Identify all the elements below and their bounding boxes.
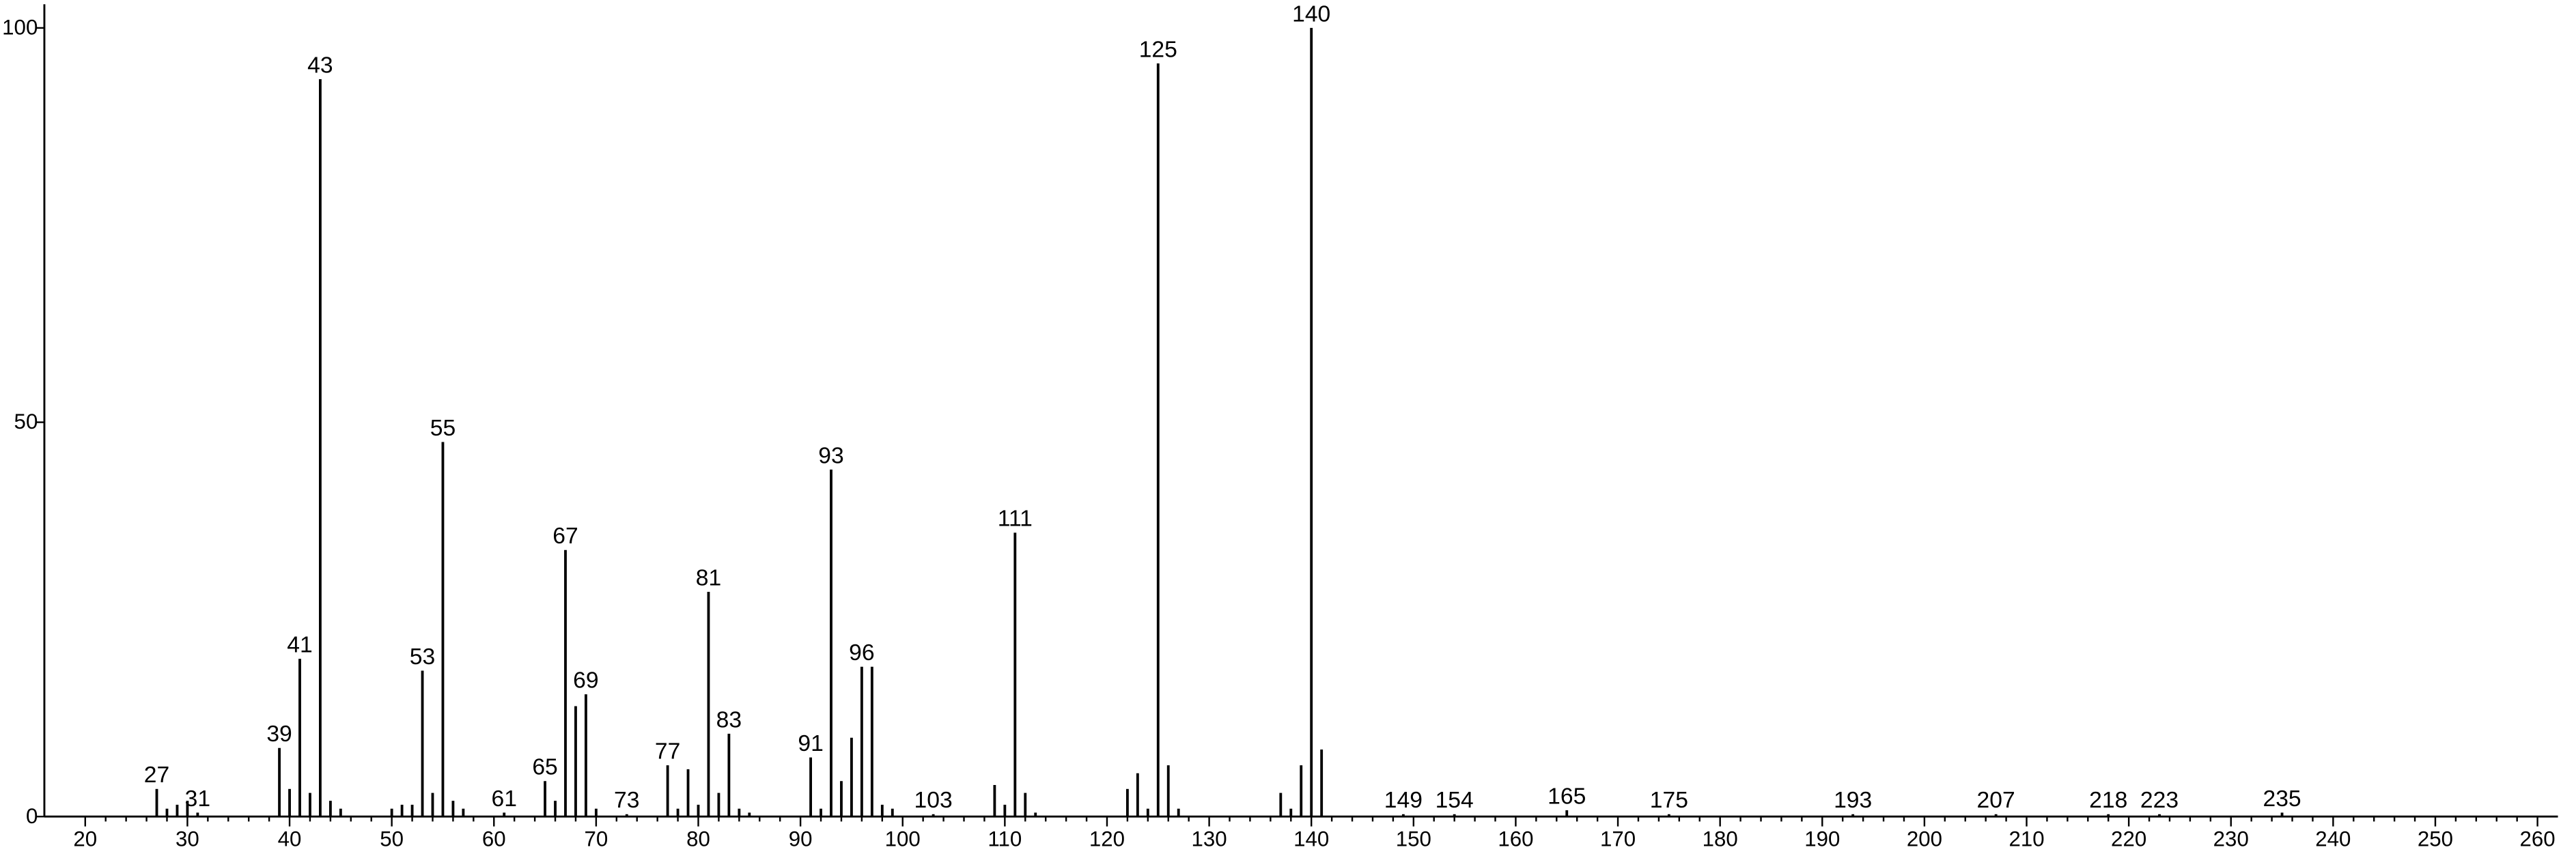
peak-label: 39 (266, 722, 292, 747)
x-tick-label: 90 (789, 827, 813, 851)
x-tick-label: 80 (686, 827, 710, 851)
peak-label: 193 (1834, 788, 1872, 813)
peak-label: 81 (696, 565, 721, 590)
peak-label: 96 (849, 640, 874, 666)
peak-label: 154 (1436, 788, 1474, 813)
x-tick-label: 170 (1600, 827, 1636, 851)
x-tick-label: 20 (73, 827, 97, 851)
peak-label: 218 (2089, 788, 2127, 813)
x-tick-label: 120 (1089, 827, 1125, 851)
peak-label: 43 (307, 53, 333, 78)
x-tick-label: 140 (1293, 827, 1329, 851)
peak-label: 65 (532, 755, 557, 780)
peak-label: 53 (410, 644, 435, 670)
y-tick-label: 50 (14, 410, 38, 433)
peak-label: 83 (716, 707, 742, 732)
peak-label: 69 (573, 668, 598, 694)
x-tick-label: 30 (176, 827, 199, 851)
peak-label: 61 (492, 786, 517, 812)
peak-label: 77 (655, 739, 680, 765)
x-tick-label: 100 (885, 827, 921, 851)
x-tick-label: 60 (482, 827, 506, 851)
x-tick-label: 130 (1192, 827, 1227, 851)
peak-label: 91 (798, 731, 823, 756)
peak-label: 223 (2140, 788, 2179, 813)
x-tick-label: 260 (2520, 827, 2556, 851)
x-tick-label: 190 (1804, 827, 1840, 851)
x-tick-label: 50 (380, 827, 404, 851)
peak-label: 27 (144, 762, 169, 788)
x-tick-label: 230 (2213, 827, 2249, 851)
peak-label: 125 (1139, 37, 1177, 62)
x-tick-label: 250 (2418, 827, 2453, 851)
x-tick-label: 220 (2111, 827, 2146, 851)
y-tick-label: 0 (26, 804, 38, 828)
peak-label: 103 (914, 788, 953, 813)
x-tick-label: 210 (2008, 827, 2044, 851)
x-tick-label: 70 (584, 827, 608, 851)
peak-label: 149 (1384, 788, 1423, 813)
x-tick-label: 40 (278, 827, 302, 851)
x-tick-label: 200 (1907, 827, 1942, 851)
x-tick-label: 240 (2315, 827, 2351, 851)
x-tick-label: 150 (1396, 827, 1431, 851)
y-tick-label: 100 (2, 16, 38, 40)
peak-label: 55 (430, 416, 456, 441)
peak-label: 175 (1650, 788, 1688, 813)
peak-label: 41 (287, 633, 312, 658)
x-tick-label: 180 (1703, 827, 1738, 851)
peak-label: 67 (552, 524, 578, 549)
peak-label: 207 (1977, 788, 2015, 813)
peak-label: 93 (818, 443, 843, 468)
x-tick-label: 160 (1498, 827, 1533, 851)
peak-label: 31 (185, 786, 210, 812)
peak-label: 111 (998, 507, 1033, 532)
peak-label: 165 (1548, 784, 1586, 809)
peak-label: 73 (614, 788, 639, 813)
peak-label: 235 (2263, 786, 2301, 812)
peak-label: 140 (1292, 1, 1330, 27)
x-tick-label: 110 (988, 827, 1022, 851)
